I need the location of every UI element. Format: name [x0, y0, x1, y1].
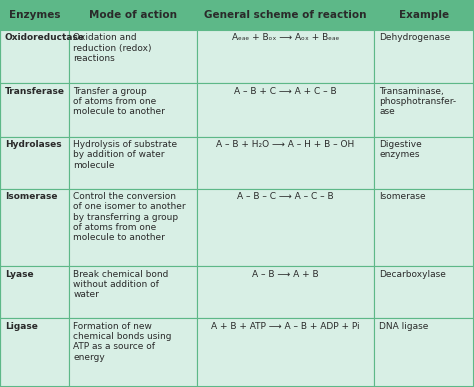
Text: Break chemical bond
without addition of
water: Break chemical bond without addition of …	[73, 270, 169, 300]
Text: Transfer a group
of atoms from one
molecule to another: Transfer a group of atoms from one molec…	[73, 87, 165, 116]
Bar	[197, 30, 374, 84]
Bar	[69, 188, 197, 267]
Bar	[0, 30, 69, 84]
Bar	[374, 267, 474, 319]
Text: Oxidoreductase: Oxidoreductase	[5, 33, 85, 42]
Bar	[197, 0, 374, 30]
Text: Isomerase: Isomerase	[5, 192, 57, 201]
Text: Example: Example	[399, 10, 449, 20]
Text: Oxidation and
reduction (redox)
reactions: Oxidation and reduction (redox) reaction…	[73, 33, 152, 63]
Bar	[374, 0, 474, 30]
Text: Control the conversion
of one isomer to another
by transferring a group
of atoms: Control the conversion of one isomer to …	[73, 192, 186, 242]
Bar	[0, 267, 69, 319]
Text: A + B + ATP ⟶ A – B + ADP + Pi: A + B + ATP ⟶ A – B + ADP + Pi	[211, 322, 360, 330]
Bar	[0, 84, 69, 137]
Text: Transferase: Transferase	[5, 87, 65, 96]
Text: Ligase: Ligase	[5, 322, 37, 330]
Text: Mode of action: Mode of action	[89, 10, 177, 20]
Bar	[374, 137, 474, 188]
Bar	[197, 84, 374, 137]
Text: Digestive
enzymes: Digestive enzymes	[379, 140, 422, 159]
Text: Hydrolases: Hydrolases	[5, 140, 61, 149]
Bar	[197, 137, 374, 188]
Text: A – B + C ⟶ A + C – B: A – B + C ⟶ A + C – B	[234, 87, 337, 96]
Bar	[374, 30, 474, 84]
Bar	[0, 188, 69, 267]
Text: DNA ligase: DNA ligase	[379, 322, 428, 330]
Text: Decarboxylase: Decarboxylase	[379, 270, 446, 279]
Bar	[69, 137, 197, 188]
Text: Transaminase,
phosphotransfer-
ase: Transaminase, phosphotransfer- ase	[379, 87, 456, 116]
Text: General scheme of reaction: General scheme of reaction	[204, 10, 367, 20]
Bar	[69, 267, 197, 319]
Bar	[69, 319, 197, 387]
Bar	[374, 84, 474, 137]
Bar	[0, 137, 69, 188]
Text: Isomerase: Isomerase	[379, 192, 426, 201]
Bar	[197, 319, 374, 387]
Text: Dehydrogenase: Dehydrogenase	[379, 33, 450, 42]
Text: Hydrolysis of substrate
by addition of water
molecule: Hydrolysis of substrate by addition of w…	[73, 140, 178, 170]
Bar	[69, 0, 197, 30]
Text: Enzymes: Enzymes	[9, 10, 60, 20]
Bar	[0, 0, 69, 30]
Text: A – B + H₂O ⟶ A – H + B – OH: A – B + H₂O ⟶ A – H + B – OH	[217, 140, 355, 149]
Bar	[374, 188, 474, 267]
Bar	[69, 30, 197, 84]
Bar	[374, 319, 474, 387]
Text: Lyase: Lyase	[5, 270, 33, 279]
Text: Formation of new
chemical bonds using
ATP as a source of
energy: Formation of new chemical bonds using AT…	[73, 322, 172, 362]
Text: A – B ⟶ A + B: A – B ⟶ A + B	[252, 270, 319, 279]
Bar	[69, 84, 197, 137]
Bar	[0, 319, 69, 387]
Bar	[197, 267, 374, 319]
Bar	[197, 188, 374, 267]
Text: A – B – C ⟶ A – C – B: A – B – C ⟶ A – C – B	[237, 192, 334, 201]
Text: Aₑₐₑ + Bₒₓ ⟶ Aₒₓ + Bₑₐₑ: Aₑₐₑ + Bₒₓ ⟶ Aₒₓ + Bₑₐₑ	[232, 33, 339, 42]
